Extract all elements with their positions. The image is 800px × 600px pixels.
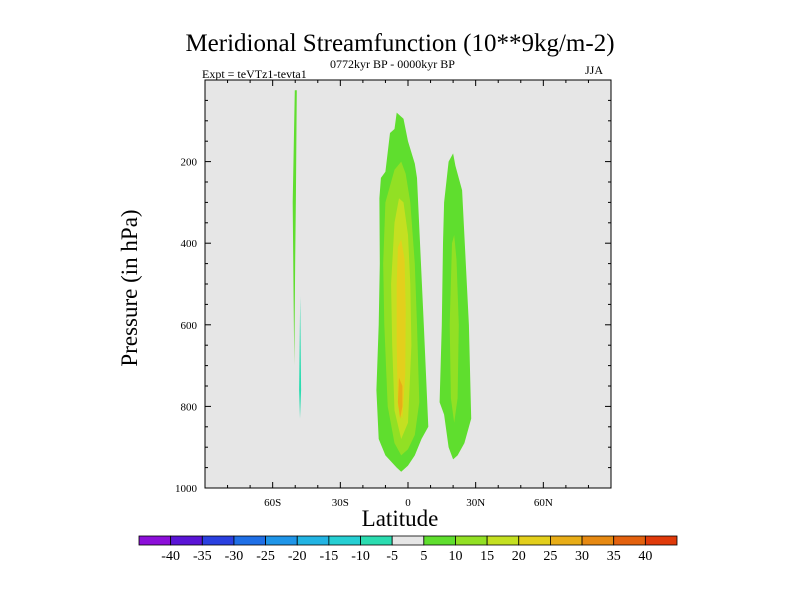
colorbar: -40 -35 -30 -25 -20 -15 -10 -5 5 10 15 20 25 30 35 40 [138, 535, 678, 564]
x-tick-label: 30S [332, 497, 349, 509]
colorbar-box [613, 535, 646, 546]
colorbar-box [201, 535, 235, 546]
season-label: JJA [585, 63, 604, 77]
contour-level-10-8 [449, 235, 459, 423]
contour-level-20-5 [396, 239, 406, 419]
colorbar-label: 25 [543, 549, 557, 564]
colorbar-box [360, 535, 393, 546]
colorbar-label: 5 [420, 549, 427, 564]
colorbar-label: -20 [288, 549, 307, 564]
colorbar-label: -25 [256, 549, 275, 564]
colorbar-label: 15 [480, 549, 494, 564]
x-tick-label: 60N [534, 497, 553, 509]
x-tick-label: 30N [466, 497, 485, 509]
x-axis: 60S 30S 0 30N 60N [227, 80, 589, 509]
colorbar-label: -35 [193, 549, 212, 564]
colorbar-box [455, 535, 488, 546]
y-tick-label: 600 [181, 320, 198, 332]
colorbar-label: 35 [607, 549, 621, 564]
chart-subtitle: 0772kyr BP - 0000kyr BP [330, 57, 455, 71]
contour-level-25-6 [397, 377, 403, 419]
x-axis-label: Latitude [361, 506, 439, 531]
y-tick-label: 400 [181, 238, 198, 250]
y-axis: 200 400 600 800 1000 [175, 99, 611, 495]
contour-level-5-0 [292, 90, 297, 366]
colorbar-box [391, 535, 425, 546]
colorbar-label: 20 [512, 549, 526, 564]
y-tick-label: 200 [181, 157, 198, 169]
colorbar-box [328, 535, 361, 546]
colorbar-box [581, 535, 615, 546]
colorbar-box [644, 535, 678, 546]
colorbar-box [138, 535, 172, 546]
colorbar-label: -5 [386, 549, 398, 564]
colorbar-box [170, 535, 203, 546]
colorbar-label: 10 [448, 549, 462, 564]
colorbar-label: -30 [225, 549, 244, 564]
y-tick-label: 800 [181, 401, 198, 413]
colorbar-box [233, 535, 266, 546]
colorbar-label: 30 [575, 549, 589, 564]
contour-level--5-1 [299, 296, 302, 419]
x-tick-label: 60S [264, 497, 281, 509]
colorbar-label: -15 [320, 549, 339, 564]
colorbar-box [550, 535, 583, 546]
colorbar-label: -10 [351, 549, 370, 564]
colorbar-box [486, 535, 520, 546]
y-tick-label: 1000 [175, 483, 198, 495]
contour-layer [292, 90, 472, 472]
colorbar-box [423, 535, 456, 546]
experiment-label: Expt = teVTz1-tevta1 [202, 67, 307, 81]
colorbar-label: 40 [638, 549, 652, 564]
colorbar-box [265, 535, 298, 546]
x-tick-label: 0 [405, 497, 411, 509]
colorbar-box [296, 535, 330, 546]
colorbar-box [518, 535, 551, 546]
chart-title: Meridional Streamfunction (10**9kg/m-2) [185, 30, 615, 57]
colorbar-label: -40 [161, 549, 180, 564]
